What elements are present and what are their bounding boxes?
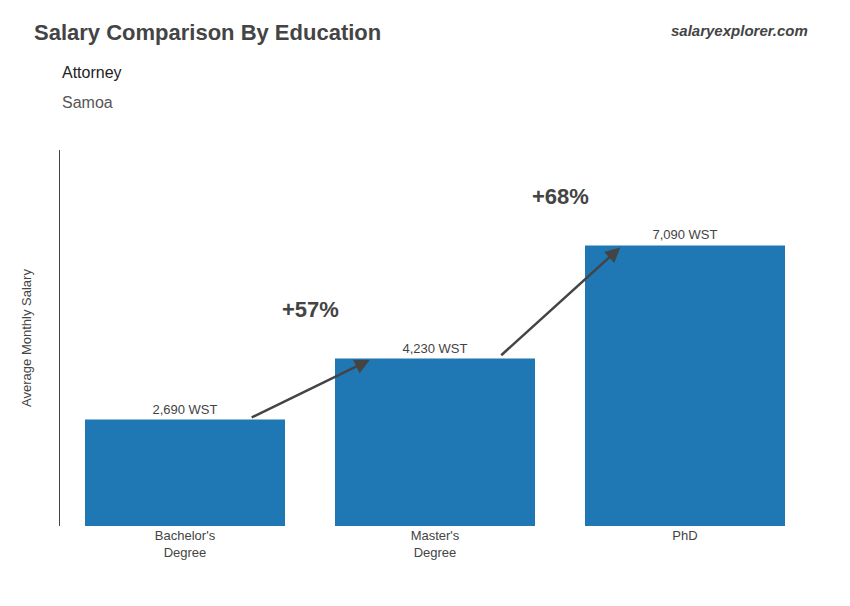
- svg-text:salaryexplorer.com: salaryexplorer.com: [671, 22, 808, 39]
- svg-text:Salary Comparison By Education: Salary Comparison By Education: [34, 20, 381, 45]
- svg-text:2,690 WST: 2,690 WST: [152, 402, 217, 417]
- svg-text:+68%: +68%: [532, 184, 589, 209]
- svg-text:Average Monthly Salary: Average Monthly Salary: [19, 269, 34, 407]
- svg-text:7,090 WST: 7,090 WST: [652, 227, 717, 242]
- svg-text:Bachelor'sDegree: Bachelor'sDegree: [155, 528, 216, 560]
- svg-text:PhD: PhD: [672, 528, 697, 543]
- svg-text:+57%: +57%: [282, 297, 339, 322]
- svg-text:Master'sDegree: Master'sDegree: [411, 528, 460, 560]
- svg-text:4,230 WST: 4,230 WST: [402, 341, 467, 356]
- svg-text:Samoa: Samoa: [62, 94, 113, 111]
- svg-text:Attorney: Attorney: [62, 64, 122, 81]
